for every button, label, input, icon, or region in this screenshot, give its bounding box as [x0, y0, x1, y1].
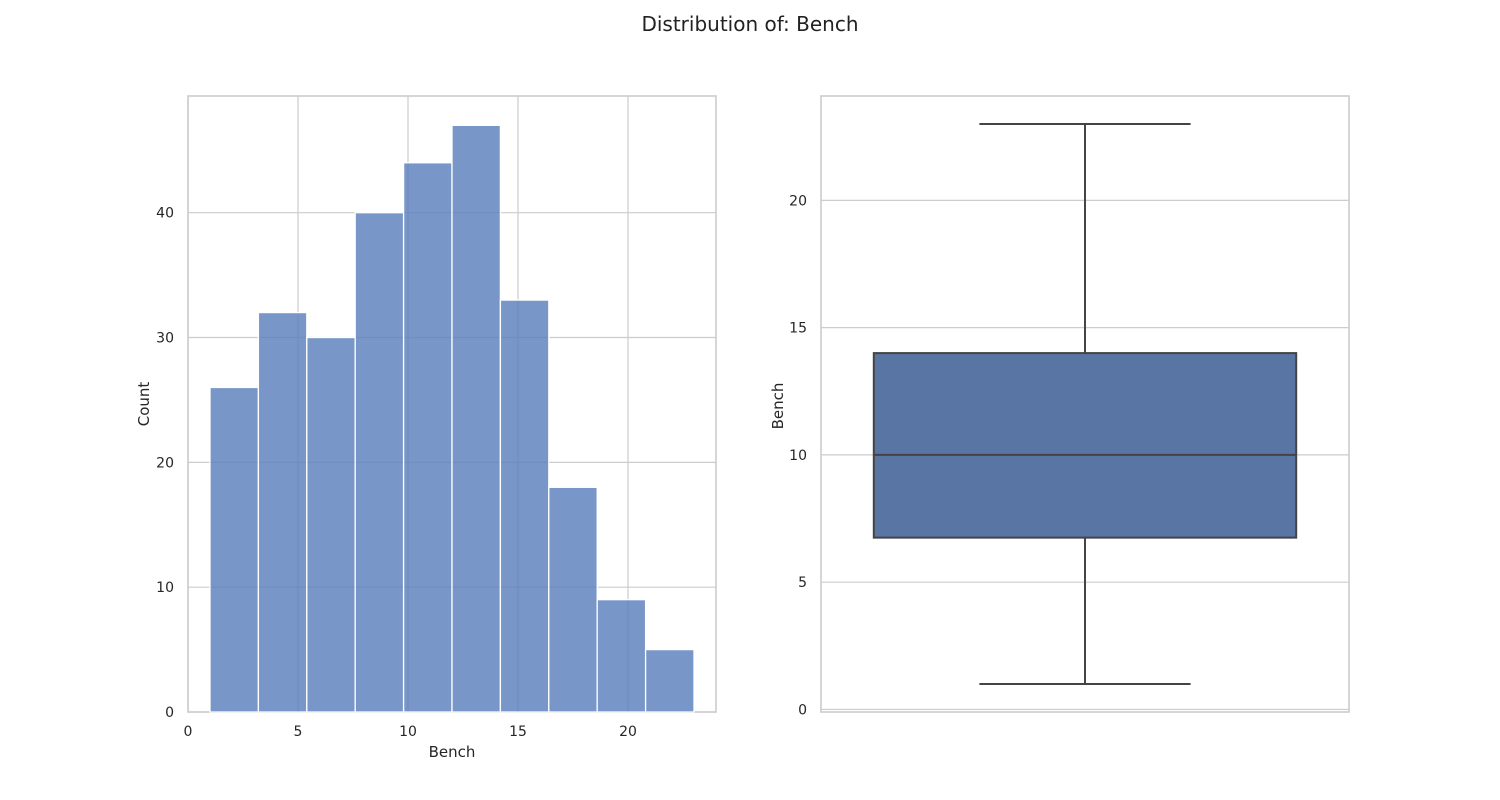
- y-tick-label: 10: [789, 448, 807, 464]
- y-tick-label: 40: [156, 206, 174, 222]
- y-tick-label: 15: [789, 321, 807, 337]
- histogram-bar: [499, 299, 550, 713]
- y-tick-label: 20: [156, 455, 174, 471]
- histogram-bar: [548, 486, 598, 713]
- histogram-bar: [451, 124, 502, 713]
- interquartile-box: [872, 352, 1298, 539]
- histogram-bar: [354, 212, 405, 713]
- histogram-bar: [644, 648, 695, 713]
- histogram-bar: [402, 162, 453, 713]
- boxplot-frame: [820, 95, 1350, 713]
- x-tick-label: 0: [184, 724, 193, 740]
- histogram-y-ticks: 0 10 20 30 40: [156, 206, 174, 721]
- histogram-bar: [306, 336, 356, 713]
- x-tick-label: 20: [619, 724, 637, 740]
- histogram-panel: 0 5 10 15 20 0 10 20 30 40 Bench Count: [135, 95, 717, 761]
- y-tick-label: 10: [156, 580, 174, 596]
- y-tick-label: 5: [798, 575, 807, 591]
- y-tick-label: 20: [789, 193, 807, 209]
- y-tick-label: 0: [165, 705, 174, 721]
- histogram-bars: [209, 124, 695, 713]
- histogram-x-label: Bench: [429, 743, 476, 761]
- boxplot-panel: 0 5 10 15 20 Bench: [769, 95, 1350, 718]
- histogram-bar: [209, 386, 260, 713]
- histogram-y-label: Count: [135, 382, 153, 427]
- x-tick-label: 10: [399, 724, 417, 740]
- boxplot-y-label: Bench: [769, 383, 787, 430]
- x-tick-label: 15: [509, 724, 527, 740]
- figure-title: Distribution of: Bench: [641, 12, 858, 36]
- histogram-x-ticks: 0 5 10 15 20: [184, 724, 637, 740]
- boxplot-shape: [872, 123, 1298, 685]
- histogram-bar: [257, 311, 308, 713]
- y-tick-label: 30: [156, 331, 174, 347]
- y-tick-label: 0: [798, 702, 807, 718]
- boxplot-y-ticks: 0 5 10 15 20: [789, 193, 807, 718]
- histogram-bar: [596, 599, 647, 713]
- x-tick-label: 5: [294, 724, 303, 740]
